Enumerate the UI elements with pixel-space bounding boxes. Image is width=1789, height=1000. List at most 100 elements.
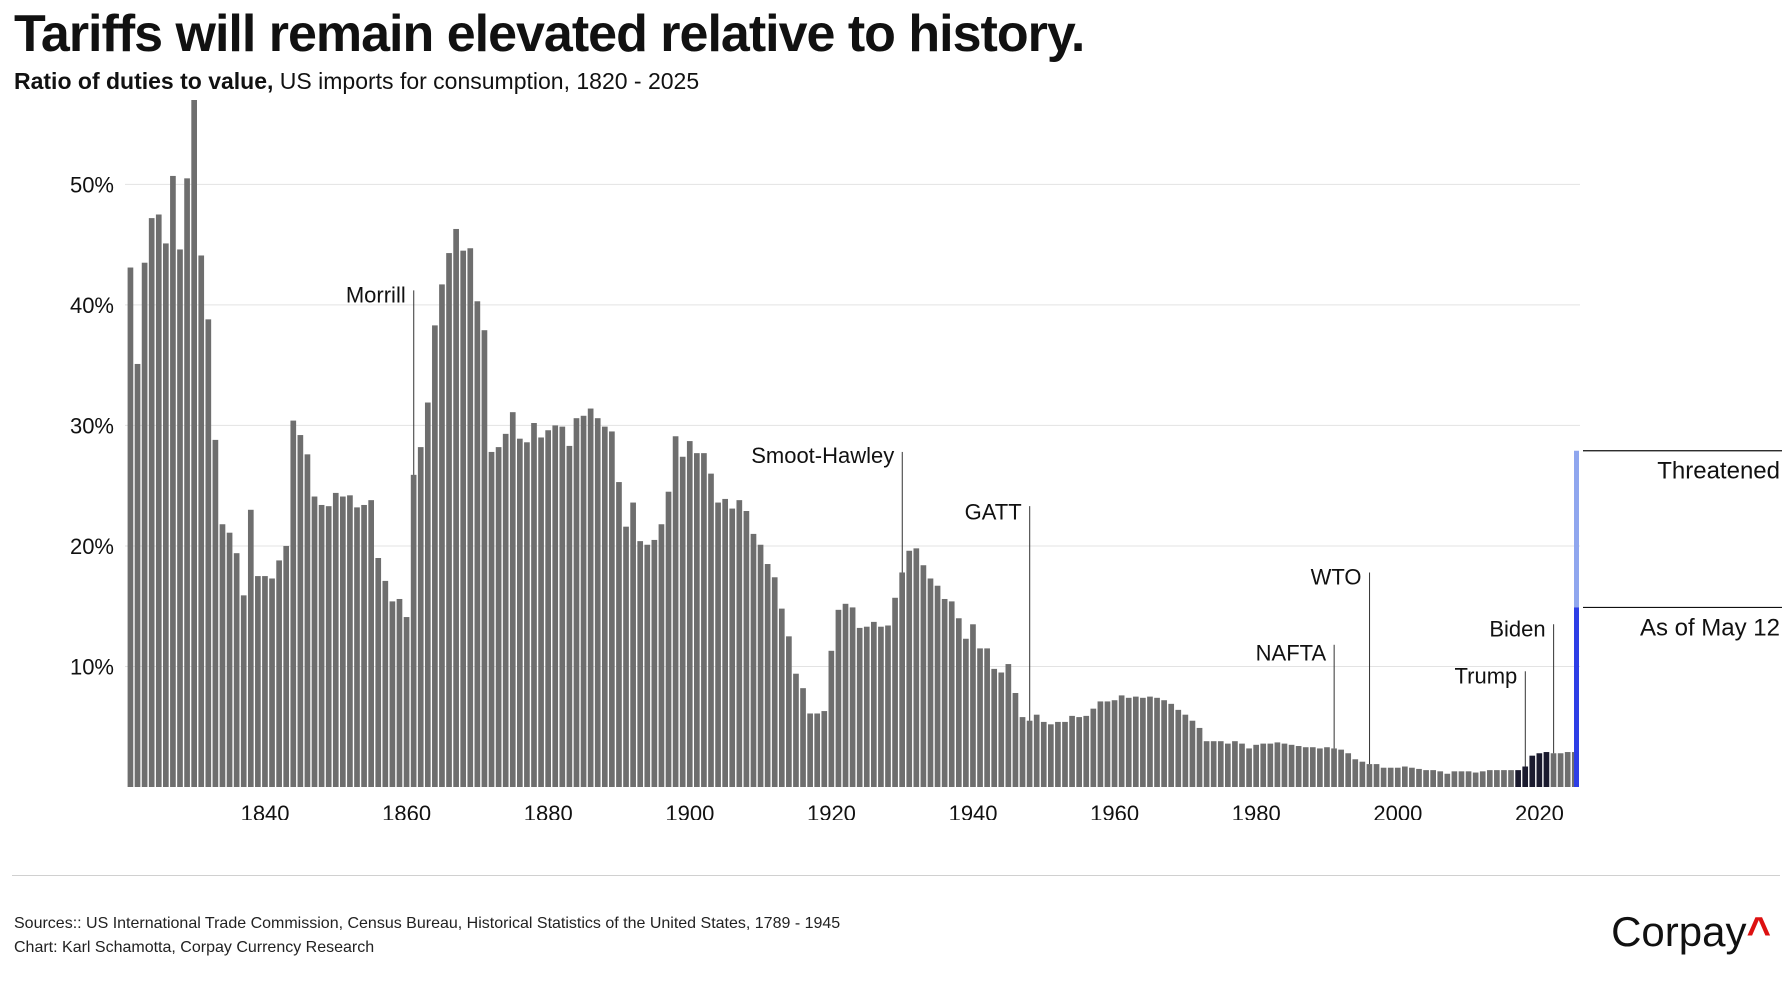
y-tick-label: 30% xyxy=(70,413,114,438)
bar xyxy=(941,598,948,787)
bar xyxy=(163,243,169,787)
bar xyxy=(559,426,566,787)
bar xyxy=(269,578,275,787)
bar xyxy=(1409,767,1415,787)
bar xyxy=(1069,715,1075,787)
chart-credit: Chart: Karl Schamotta, Corpay Currency R… xyxy=(14,939,375,956)
bar xyxy=(127,267,134,787)
bar xyxy=(842,603,849,787)
bar xyxy=(354,507,360,787)
x-tick-label: 1900 xyxy=(665,801,714,820)
annotations: Morrill Smoot-Hawley GATT WTO NAFTA Trump Bide… xyxy=(346,282,1555,767)
bar xyxy=(771,577,778,787)
sources-note: Sources:: US International Trade Commiss… xyxy=(14,915,841,932)
bar xyxy=(821,711,828,787)
bar xyxy=(984,648,990,787)
bar xyxy=(651,539,658,787)
tariff-scenarios: Threatened As of May 12 xyxy=(1574,450,1782,787)
bar xyxy=(736,500,743,787)
bar xyxy=(1472,772,1479,787)
bar xyxy=(580,415,587,787)
annotation-label: WTO xyxy=(1311,565,1362,590)
bar xyxy=(1055,721,1061,787)
bar xyxy=(262,576,268,787)
bar xyxy=(1118,695,1125,787)
annotation-label: Smoot-Hawley xyxy=(751,443,894,468)
y-tick-label: 20% xyxy=(70,534,114,559)
bar xyxy=(219,524,226,787)
bar xyxy=(1175,709,1182,787)
bar xyxy=(488,451,495,787)
x-tick-label: 1840 xyxy=(241,801,290,820)
bar xyxy=(1033,714,1040,787)
bar xyxy=(594,418,601,787)
bar xyxy=(694,453,700,787)
bar xyxy=(878,626,884,787)
bar xyxy=(934,585,941,787)
bar xyxy=(913,548,920,787)
bar xyxy=(1012,692,1019,787)
subtitle-detail: US imports for consumption, 1820 - 2025 xyxy=(273,68,700,94)
bar xyxy=(1501,770,1507,787)
bar xyxy=(1090,708,1097,787)
bar xyxy=(630,502,636,787)
bar xyxy=(835,609,842,787)
bar xyxy=(800,688,806,787)
bar xyxy=(686,441,693,787)
bar xyxy=(283,545,290,787)
bar xyxy=(1083,715,1090,787)
bar xyxy=(1288,744,1295,787)
bar xyxy=(1260,743,1267,787)
bar xyxy=(1019,717,1026,787)
bar-chart: 10% 20% 30% 40% 50% 1840 1860 1880 1900 1920 1940… xyxy=(70,100,1782,820)
bar xyxy=(332,492,339,787)
bar xyxy=(1536,753,1543,787)
x-tick-label: 1980 xyxy=(1232,801,1281,820)
bar xyxy=(446,253,452,787)
bar xyxy=(609,431,615,787)
bar xyxy=(1444,773,1451,787)
bar xyxy=(212,439,219,787)
bar xyxy=(722,498,728,787)
bar xyxy=(750,533,757,787)
bar xyxy=(1402,766,1408,787)
bar xyxy=(247,509,254,787)
bar xyxy=(807,713,813,787)
bar xyxy=(1465,771,1472,787)
as-of-bar xyxy=(1574,607,1579,787)
bar xyxy=(899,572,905,787)
bar xyxy=(276,560,282,787)
bar xyxy=(1225,743,1231,787)
bar xyxy=(856,627,863,787)
bar xyxy=(1394,767,1401,787)
bar xyxy=(403,617,410,787)
bar xyxy=(1352,759,1359,787)
bar xyxy=(432,325,438,787)
bar xyxy=(1508,770,1514,787)
bar xyxy=(1359,761,1366,787)
bar xyxy=(1104,701,1111,787)
bar xyxy=(743,510,750,787)
bar xyxy=(849,607,856,787)
bar xyxy=(1217,741,1224,787)
bar xyxy=(198,255,205,787)
logo-text: Corpay xyxy=(1611,908,1747,955)
bar xyxy=(177,249,183,787)
bar xyxy=(1168,703,1175,787)
x-tick-label: 1880 xyxy=(524,801,573,820)
bar xyxy=(871,621,877,787)
bar xyxy=(948,601,955,787)
bar xyxy=(1451,771,1458,787)
bar xyxy=(1210,741,1217,787)
bar xyxy=(1564,752,1571,787)
bar xyxy=(1437,771,1444,787)
bar xyxy=(573,418,580,787)
bar xyxy=(566,445,573,787)
bar xyxy=(977,648,983,787)
bar xyxy=(1267,743,1274,787)
bar xyxy=(325,506,332,787)
bar xyxy=(340,496,346,787)
bar xyxy=(991,668,998,787)
bar xyxy=(347,495,353,787)
bar xyxy=(1125,697,1132,787)
